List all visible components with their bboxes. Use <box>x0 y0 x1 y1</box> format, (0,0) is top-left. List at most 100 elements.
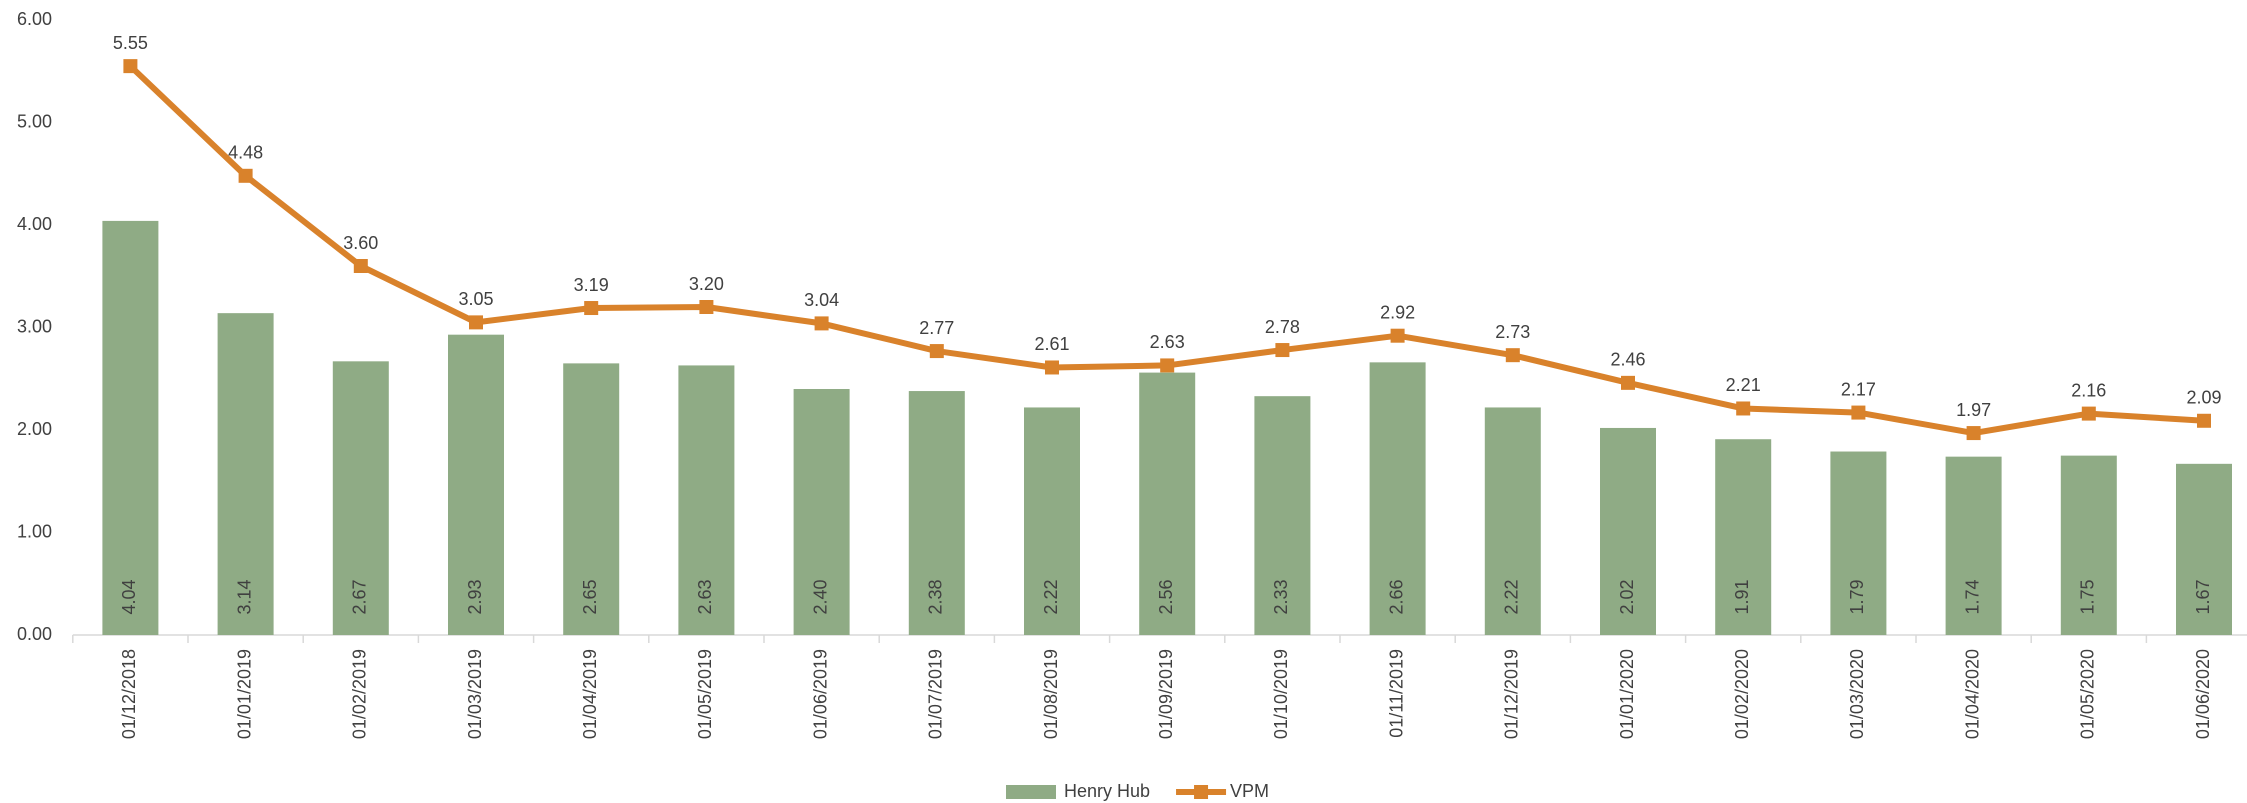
line-value-label: 2.46 <box>1610 350 1645 370</box>
line-marker <box>238 168 253 183</box>
x-tick-label: 01/05/2019 <box>695 649 715 739</box>
bar-value-label: 2.67 <box>350 579 370 614</box>
bar <box>1945 456 2002 635</box>
x-tick-label: 01/05/2020 <box>2078 649 2098 739</box>
line-value-label: 5.55 <box>113 33 148 53</box>
y-tick-label: 0.00 <box>17 624 52 644</box>
bar <box>448 334 504 635</box>
bar <box>1139 372 1196 635</box>
x-tick-label: 01/02/2019 <box>350 649 370 739</box>
bar <box>793 389 850 635</box>
legend-label: VPM <box>1230 781 1269 801</box>
line-marker <box>2197 413 2211 428</box>
y-tick-label: 5.00 <box>17 111 52 131</box>
y-tick-label: 3.00 <box>17 316 52 336</box>
bar <box>2176 463 2232 635</box>
x-tick-label: 01/10/2019 <box>1271 649 1291 739</box>
x-tick-label: 01/09/2019 <box>1156 649 1176 739</box>
bar <box>563 363 620 635</box>
line-marker <box>1505 348 1520 363</box>
line-marker <box>123 59 138 74</box>
bar <box>1484 407 1541 635</box>
x-tick-label: 01/12/2019 <box>1502 649 1522 739</box>
legend-label: Henry Hub <box>1064 781 1150 801</box>
line-value-label: 2.73 <box>1495 322 1530 342</box>
line-value-label: 2.17 <box>1841 379 1876 399</box>
line-marker <box>1851 405 1866 420</box>
x-tick-label: 01/06/2019 <box>810 649 830 739</box>
bar <box>102 220 159 635</box>
x-tick-label: 01/04/2019 <box>580 649 600 739</box>
bar-value-label: 2.02 <box>1617 579 1637 614</box>
bar-value-label: 2.65 <box>580 579 600 614</box>
bar-value-label: 4.04 <box>119 579 139 614</box>
bar-value-label: 1.74 <box>1962 579 1982 614</box>
line-marker <box>1621 375 1635 390</box>
line-marker <box>1736 401 1751 416</box>
x-tick-label: 01/08/2019 <box>1041 649 1061 739</box>
line-value-label: 2.09 <box>2186 388 2221 408</box>
line-marker <box>353 259 368 273</box>
bar-value-label: 2.22 <box>1502 579 1522 614</box>
bar <box>908 391 965 635</box>
bar-value-label: 2.33 <box>1271 579 1291 614</box>
line-value-label: 3.60 <box>343 233 378 253</box>
x-tick-label: 01/02/2020 <box>1732 649 1752 739</box>
bar-value-label: 2.93 <box>465 579 485 614</box>
line-marker <box>699 300 714 314</box>
line-marker <box>1966 426 1981 441</box>
x-tick-label: 01/01/2019 <box>234 649 254 739</box>
x-tick-label: 01/04/2020 <box>1962 649 1982 739</box>
line-value-label: 2.16 <box>2071 380 2106 400</box>
legend-swatch <box>1006 785 1056 799</box>
line-value-label: 3.05 <box>458 289 493 309</box>
y-tick-label: 2.00 <box>17 419 52 439</box>
line-marker <box>1045 360 1059 375</box>
line-value-label: 2.63 <box>1150 332 1185 352</box>
line-value-label: 2.21 <box>1726 375 1761 395</box>
x-tick-label: 01/11/2019 <box>1386 649 1406 738</box>
line-marker <box>584 301 599 316</box>
line-value-label: 2.92 <box>1380 302 1415 322</box>
line-marker <box>929 344 944 359</box>
x-tick-label: 01/06/2020 <box>2193 649 2213 739</box>
line-marker <box>1275 343 1290 358</box>
line-marker <box>814 316 829 331</box>
line-marker <box>2081 406 2096 421</box>
bar-value-label: 1.91 <box>1732 579 1752 614</box>
line-value-label: 3.04 <box>804 290 839 310</box>
bar-value-label: 2.66 <box>1386 579 1406 614</box>
line-value-label: 4.48 <box>228 143 263 163</box>
bar-value-label: 1.79 <box>1847 579 1867 614</box>
line-value-label: 2.77 <box>919 318 954 338</box>
y-tick-label: 6.00 <box>17 9 52 29</box>
x-tick-label: 01/07/2019 <box>926 649 946 739</box>
bar-value-label: 1.75 <box>2078 579 2098 614</box>
bar <box>1369 362 1426 635</box>
x-tick-label: 01/12/2018 <box>119 649 139 739</box>
bar <box>1715 439 1772 635</box>
bar <box>1830 451 1887 635</box>
bar-value-label: 1.67 <box>2193 579 2213 614</box>
line-value-label: 3.20 <box>689 274 724 294</box>
line-marker <box>1390 328 1405 343</box>
line-value-label: 2.78 <box>1265 317 1300 337</box>
legend-swatch-marker <box>1194 785 1209 799</box>
x-tick-label: 01/03/2019 <box>465 649 485 739</box>
x-tick-label: 01/03/2020 <box>1847 649 1867 739</box>
x-tick-label: 01/01/2020 <box>1617 649 1637 739</box>
bar-value-label: 2.40 <box>810 579 830 614</box>
line-marker <box>1160 358 1175 373</box>
line-value-label: 2.61 <box>1034 334 1069 354</box>
bar <box>678 365 735 635</box>
y-tick-label: 4.00 <box>17 214 52 234</box>
bar <box>217 313 274 635</box>
bar <box>332 361 389 635</box>
bar-value-label: 2.56 <box>1156 579 1176 614</box>
bar <box>1600 427 1656 635</box>
line-value-label: 3.19 <box>574 275 609 295</box>
y-tick-label: 1.00 <box>17 521 52 541</box>
bar <box>1024 407 1080 635</box>
bar-value-label: 3.14 <box>234 579 254 614</box>
